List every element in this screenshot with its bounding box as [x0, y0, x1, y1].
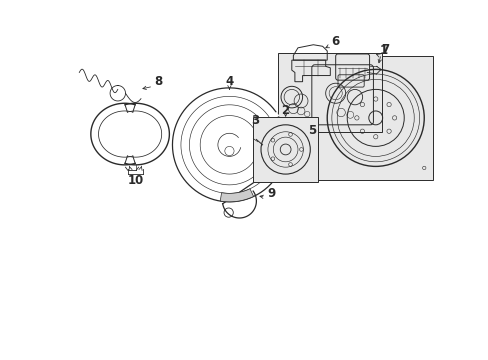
Text: 5: 5 — [308, 124, 316, 137]
Polygon shape — [220, 189, 253, 202]
Text: 10: 10 — [127, 174, 143, 187]
Text: 2: 2 — [281, 104, 289, 117]
Text: 1: 1 — [379, 44, 387, 57]
Bar — [277, 53, 381, 132]
Bar — [253, 117, 317, 182]
Text: 9: 9 — [267, 187, 275, 200]
Polygon shape — [271, 117, 286, 150]
Polygon shape — [229, 113, 286, 153]
Text: 6: 6 — [331, 35, 339, 48]
Bar — [317, 55, 432, 180]
Text: 4: 4 — [225, 75, 233, 88]
Text: 8: 8 — [154, 75, 163, 88]
Text: 3: 3 — [250, 114, 258, 127]
Text: 7: 7 — [381, 43, 389, 56]
